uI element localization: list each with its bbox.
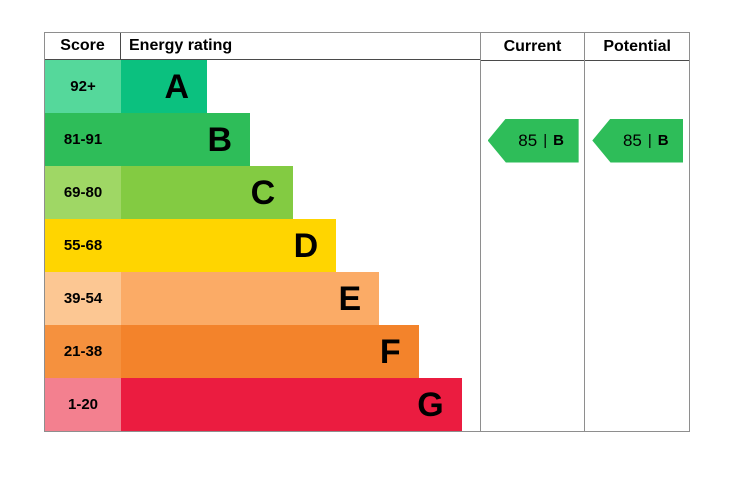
potential-rating-value: 85 [622, 130, 642, 150]
band-row-g: 1-20 G [45, 378, 480, 431]
band-letter: F [379, 332, 401, 371]
energy-rating-chart: Score Energy rating 92+ A 81-91 B 69-80 … [44, 32, 690, 432]
band-row-a: 92+ A [45, 60, 480, 113]
band-score-range: 21-38 [45, 325, 121, 378]
score-column-header: Score [45, 33, 121, 59]
band-letter: B [207, 120, 233, 159]
band-row-c: 69-80 C [45, 166, 480, 219]
energy-rating-column-header: Energy rating [129, 37, 233, 54]
potential-rating-separator: | [647, 132, 652, 149]
band-row-d: 55-68 D [45, 219, 480, 272]
band-score-range: 1-20 [45, 378, 121, 431]
band-score-range: 69-80 [45, 166, 121, 219]
main-header-row: Score Energy rating [45, 33, 480, 60]
band-bar-area: E [121, 272, 480, 325]
band-bar-c: C [121, 166, 294, 219]
band-letter: D [293, 226, 319, 265]
band-bar-f: F [121, 325, 419, 378]
band-bar-b: B [121, 113, 251, 166]
band-bar-a: A [121, 60, 208, 113]
current-rating-letter: B [553, 132, 564, 149]
band-bar-area: B [121, 113, 480, 166]
current-rating-arrow: 85 | B [487, 118, 579, 163]
rating-bands-column: Score Energy rating 92+ A 81-91 B 69-80 … [45, 33, 480, 431]
band-letter: A [164, 67, 190, 106]
band-score-range: 81-91 [45, 113, 121, 166]
band-letter: C [250, 173, 276, 212]
band-bar-area: C [121, 166, 480, 219]
band-bar-area: D [121, 219, 480, 272]
band-score-range: 39-54 [45, 272, 121, 325]
current-rating-value: 85 [518, 130, 538, 150]
current-rating-separator: | [543, 132, 548, 149]
band-bar-d: D [121, 219, 337, 272]
band-bar-area: G [121, 378, 480, 431]
band-row-f: 21-38 F [45, 325, 480, 378]
current-column: Current 85 | B [479, 33, 585, 431]
potential-rating-letter: B [657, 132, 669, 149]
band-letter: E [338, 279, 362, 318]
potential-column: Potential 85 | B [584, 33, 689, 431]
band-letter: G [417, 385, 444, 424]
current-column-header: Current [480, 33, 585, 61]
band-score-range: 92+ [45, 60, 121, 113]
band-bar-area: F [121, 325, 480, 378]
potential-rating-arrow: 85 | B [592, 118, 684, 163]
band-score-range: 55-68 [45, 219, 121, 272]
band-rows: 92+ A 81-91 B 69-80 C 55-68 D [45, 60, 480, 431]
band-bar-e: E [121, 272, 380, 325]
band-bar-area: A [121, 60, 480, 113]
potential-column-header: Potential [585, 33, 689, 61]
band-row-b: 81-91 B [45, 113, 480, 166]
band-row-e: 39-54 E [45, 272, 480, 325]
band-bar-g: G [121, 378, 462, 431]
